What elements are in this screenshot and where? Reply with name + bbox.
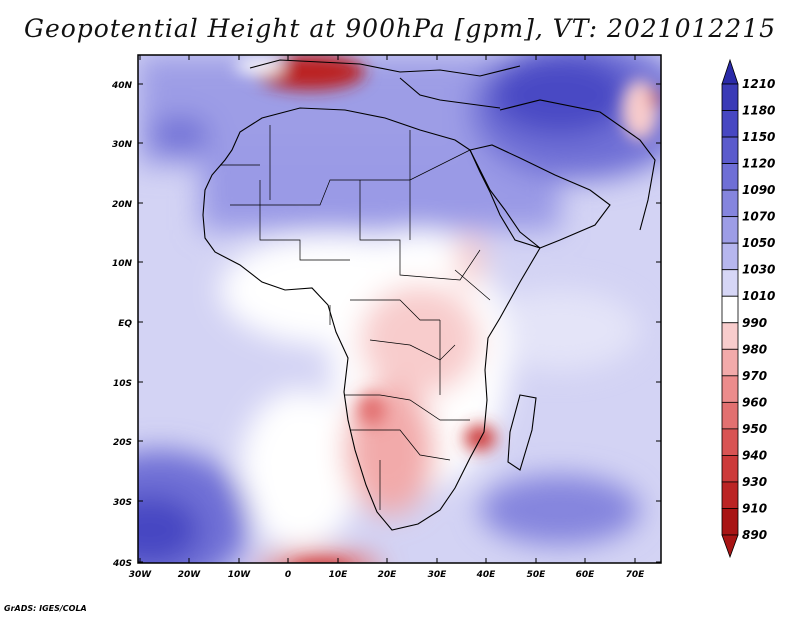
- colorbar-swatch: [721, 508, 739, 536]
- lon-label: 0: [285, 570, 291, 580]
- lon-label: 70E: [626, 570, 646, 580]
- plot-frame: [137, 54, 662, 564]
- colorbar-swatch: [721, 189, 739, 218]
- colorbar-label: 930: [742, 475, 767, 489]
- colorbar-label: 910: [742, 501, 767, 515]
- colorbar-label: 890: [742, 528, 767, 542]
- colorbar-label: 1070: [742, 210, 775, 224]
- lon-label: 20E: [378, 570, 398, 580]
- lat-label: 30S: [113, 498, 132, 508]
- lon-label: 30W: [129, 570, 153, 580]
- lat-label: 30N: [112, 140, 133, 150]
- colorbar-label: 1050: [742, 236, 775, 250]
- lat-label: 20N: [112, 200, 133, 210]
- lon-label: 30E: [428, 570, 448, 580]
- colorbar-label: 980: [742, 342, 767, 356]
- colorbar-label: 1150: [742, 130, 775, 144]
- colorbar: 1210 1180 1150 1120 1090 1070 1050 1030 1010 990 9…: [721, 58, 775, 559]
- colorbar-label: 950: [742, 422, 767, 436]
- colorbar-label: 1180: [742, 104, 775, 118]
- colorbar-swatch: [721, 242, 739, 271]
- chart-title: Geopotential Height at 900hPa [gpm], VT:…: [23, 14, 777, 43]
- lat-label: 40S: [112, 559, 132, 569]
- lon-label: 10E: [329, 570, 349, 580]
- height-field: [138, 55, 661, 563]
- colorbar-swatch: [721, 428, 739, 456]
- colorbar-label: 1210: [742, 77, 775, 91]
- lon-label: 20W: [178, 570, 202, 580]
- colorbar-swatch: [721, 83, 739, 111]
- colorbar-label: 1030: [742, 263, 775, 277]
- colorbar-swatch: [721, 322, 739, 350]
- lon-label: 40E: [476, 570, 497, 580]
- colorbar-label: 990: [742, 316, 767, 330]
- country-borders: [220, 125, 491, 510]
- colorbar-label: 940: [742, 448, 767, 462]
- lat-label: 40N: [111, 81, 133, 91]
- colorbar-swatch: [721, 375, 739, 403]
- colorbar-swatch: [721, 216, 739, 244]
- grads-credit: GrADS: IGES/COLA: [4, 604, 87, 613]
- lon-label: 60E: [576, 570, 596, 580]
- colorbar-swatch: [721, 136, 739, 164]
- colorbar-label: 1010: [742, 289, 775, 303]
- lat-label: 20S: [113, 438, 132, 448]
- lon-label: 50E: [527, 570, 547, 580]
- lat-label: 10N: [112, 259, 133, 269]
- coastlines: [202, 59, 656, 531]
- colorbar-swatch: [721, 455, 739, 483]
- colorbar-swatch: [721, 163, 739, 191]
- colorbar-label: 1090: [742, 183, 775, 197]
- colorbar-top-arrow: [721, 58, 739, 85]
- lat-label: EQ: [118, 319, 132, 329]
- colorbar-swatch: [721, 295, 739, 324]
- colorbar-swatch: [721, 110, 739, 138]
- lon-label: 10W: [228, 570, 252, 580]
- colorbar-label: 1120: [742, 157, 775, 171]
- colorbar-swatch: [721, 348, 739, 377]
- colorbar-label: 970: [742, 369, 767, 383]
- colorbar-swatch: [721, 269, 739, 297]
- colorbar-bottom-arrow: [721, 534, 739, 559]
- colorbar-label: 960: [742, 395, 767, 409]
- colorbar-swatch: [721, 481, 739, 509]
- lat-label: 10S: [113, 379, 132, 389]
- colorbar-swatch: [721, 401, 739, 430]
